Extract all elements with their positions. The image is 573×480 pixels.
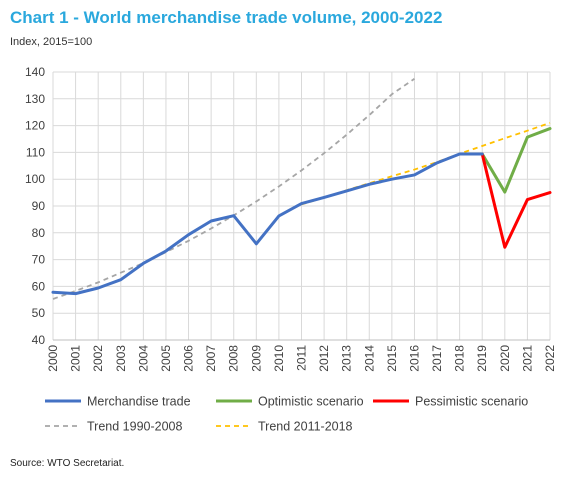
y-tick-label: 60 — [32, 279, 46, 293]
legend-item: Trend 1990-2008 — [45, 420, 182, 434]
legend-item: Merchandise trade — [45, 395, 191, 409]
legend-label: Optimistic scenario — [258, 395, 364, 409]
x-tick-label: 2011 — [295, 345, 309, 371]
x-tick-label: 2016 — [407, 345, 421, 372]
legend-label: Merchandise trade — [87, 395, 191, 409]
legend-label: Trend 1990-2008 — [87, 420, 182, 434]
y-tick-label: 50 — [32, 306, 46, 320]
x-tick-label: 2020 — [498, 345, 512, 372]
legend-item: Pessimistic scenario — [373, 395, 528, 409]
x-tick-label: 2000 — [46, 345, 60, 372]
y-tick-label: 70 — [32, 253, 46, 267]
series-line-pessimistic-scenario — [480, 152, 552, 249]
legend-item: Optimistic scenario — [216, 395, 364, 409]
gridlines — [52, 71, 551, 341]
x-tick-label: 2015 — [385, 345, 399, 372]
chart-subtitle: Index, 2015=100 — [10, 36, 93, 48]
y-tick-label: 110 — [26, 145, 45, 159]
chart-title: Chart 1 - World merchandise trade volume… — [10, 8, 443, 27]
legend-label: Trend 2011-2018 — [258, 420, 353, 434]
series-lines — [51, 77, 552, 300]
y-tick-label: 40 — [32, 333, 46, 347]
y-tick-label: 90 — [32, 199, 46, 213]
x-tick-label: 2019 — [475, 345, 489, 372]
legend-item: Trend 2011-2018 — [216, 420, 353, 434]
x-tick-label: 2007 — [204, 345, 218, 372]
y-tick-label: 130 — [25, 92, 45, 106]
y-tick-label: 80 — [32, 226, 46, 240]
x-tick-label: 2003 — [114, 345, 128, 372]
x-tick-label: 2008 — [227, 345, 241, 372]
series-line-merchandise-trade — [51, 152, 484, 296]
x-tick-label: 2017 — [430, 345, 444, 372]
x-tick-label: 2002 — [91, 345, 105, 372]
x-tick-label: 2012 — [317, 345, 331, 372]
y-tick-label: 120 — [25, 119, 45, 133]
x-axis: 2000 2001 2002 2003 2004 2005 2006 2007 2008 2009… — [46, 339, 557, 372]
legend-label: Pessimistic scenario — [415, 395, 528, 409]
source-note: Source: WTO Secretariat. — [10, 458, 125, 469]
x-tick-label: 2001 — [69, 345, 83, 372]
x-tick-label: 2014 — [362, 345, 376, 372]
y-axis: 40 50 60 70 80 90 100 110 120 130 140 — [25, 65, 45, 347]
y-tick-label: 140 — [25, 65, 45, 79]
x-tick-label: 2010 — [272, 345, 286, 372]
x-tick-label: 2004 — [136, 345, 150, 372]
x-tick-label: 2018 — [453, 345, 467, 372]
series-line-optimistic-scenario — [480, 127, 552, 194]
x-tick-label: 2022 — [543, 345, 557, 372]
y-tick-label: 100 — [25, 172, 45, 186]
x-tick-label: 2021 — [520, 345, 534, 372]
x-tick-label: 2005 — [159, 345, 173, 372]
series-line-trend-2011-2018 — [301, 122, 551, 206]
x-tick-label: 2013 — [340, 345, 354, 372]
x-tick-label: 2009 — [249, 345, 263, 372]
x-tick-label: 2006 — [182, 345, 196, 372]
legend: Merchandise trade Optimistic scenario Pess… — [45, 395, 528, 434]
